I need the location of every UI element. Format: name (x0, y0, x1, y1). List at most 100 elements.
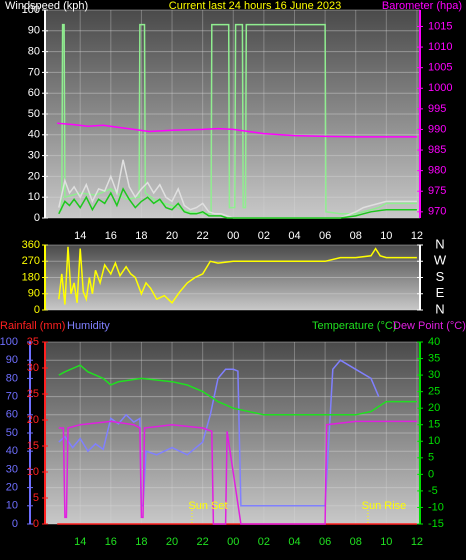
y2-tick-label: -10 (428, 501, 444, 513)
y-tick-label: 0 (34, 304, 40, 316)
y2-tick-label: 0 (428, 468, 434, 480)
y-tick-label: 0 (12, 518, 18, 530)
y2-tick-label: 25 (428, 386, 440, 398)
legend-entry: Temperature (°C) (312, 320, 396, 332)
x-tick-label: 10 (380, 536, 392, 548)
legend-entry: Dew Point (°C) (393, 320, 466, 332)
y2-tick-label: 980 (428, 165, 446, 177)
y3-tick-label: 10 (27, 466, 39, 478)
legend-entry: Humidity (67, 320, 110, 332)
series-line (57, 122, 417, 138)
y-tick-label: 90 (6, 354, 18, 366)
x-tick-label: 04 (288, 536, 300, 548)
y2-tick-label: E (436, 285, 445, 300)
y2-tick-label: 1000 (428, 82, 452, 94)
y2-tick-label: 985 (428, 144, 446, 156)
series-line (58, 187, 417, 219)
x-tick-label: 14 (74, 536, 86, 548)
series-line (58, 364, 417, 416)
y3-tick-label: 5 (33, 492, 39, 504)
x-tick-label: 06 (319, 536, 331, 548)
x-tick-label: 12 (411, 230, 423, 242)
y2-tick-label: 995 (428, 103, 446, 115)
annotation: Sun Set (188, 500, 227, 512)
x-tick-label: 16 (105, 536, 117, 548)
x-tick-label: 20 (166, 230, 178, 242)
y3-tick-label: 0 (33, 518, 39, 530)
x-tick-label: 06 (319, 230, 331, 242)
y2-tick-label: 990 (428, 123, 446, 135)
y-tick-label: 50 (28, 108, 40, 120)
y-tick-label: 10 (28, 191, 40, 203)
y3-tick-label: 35 (27, 336, 39, 348)
legend-entry: Barometer (hpa) (382, 0, 462, 12)
x-tick-label: 00 (227, 536, 239, 548)
y2-tick-label: 975 (428, 185, 446, 197)
legend-entry: Rainfall (mm) (0, 320, 65, 332)
x-tick-label: 02 (258, 536, 270, 548)
y2-tick-label: 15 (428, 419, 440, 431)
y3-tick-label: 25 (27, 388, 39, 400)
y2-tick-label: 1010 (428, 41, 452, 53)
y2-tick-label: 5 (428, 452, 434, 464)
plots: 0102030405060708090100970975980985990995… (0, 4, 452, 548)
y-tick-label: 100 (22, 4, 40, 16)
y-tick-label: 0 (34, 212, 40, 224)
x-tick-label: 14 (74, 230, 86, 242)
y2-tick-label: W (434, 253, 447, 268)
x-tick-label: 04 (288, 230, 300, 242)
y-tick-label: 90 (28, 288, 40, 300)
y-tick-label: 60 (28, 87, 40, 99)
x-tick-label: 18 (135, 536, 147, 548)
y-tick-label: 70 (28, 66, 40, 78)
y-tick-label: 360 (22, 239, 40, 251)
y-tick-label: 10 (6, 500, 18, 512)
x-tick-label: 18 (135, 230, 147, 242)
y3-tick-label: 20 (27, 414, 39, 426)
y-tick-label: 80 (6, 372, 18, 384)
annotation: Sun Rise (362, 500, 407, 512)
y2-tick-label: S (436, 269, 445, 284)
y-tick-label: 100 (0, 336, 18, 348)
y2-tick-label: -15 (428, 518, 444, 530)
y2-tick-label: 1005 (428, 62, 452, 74)
chart-title: Current last 24 hours 16 June 2023 (169, 0, 341, 12)
y2-tick-label: -5 (428, 485, 438, 497)
y-tick-label: 90 (28, 25, 40, 37)
y2-tick-label: N (435, 236, 444, 251)
series-line (58, 246, 417, 305)
y-tick-label: 40 (6, 445, 18, 457)
y-tick-label: 30 (6, 463, 18, 475)
x-tick-label: 08 (350, 536, 362, 548)
y2-tick-label: 30 (428, 369, 440, 381)
y-tick-label: 30 (28, 150, 40, 162)
y2-tick-label: N (435, 301, 444, 316)
y-tick-label: 80 (28, 46, 40, 58)
y-axis-title: Windspeed (kph) (5, 0, 88, 12)
y-tick-label: 70 (6, 391, 18, 403)
y2-tick-label: 20 (428, 402, 440, 414)
x-tick-label: 10 (380, 230, 392, 242)
x-tick-label: 20 (166, 536, 178, 548)
plot-area (45, 245, 420, 310)
y-tick-label: 40 (28, 129, 40, 141)
y2-tick-label: 10 (428, 435, 440, 447)
x-tick-label: 16 (105, 230, 117, 242)
series-line (58, 420, 417, 525)
x-tick-label: 00 (227, 230, 239, 242)
x-tick-label: 22 (197, 536, 209, 548)
y2-tick-label: 970 (428, 206, 446, 218)
y3-tick-label: 15 (27, 440, 39, 452)
y3-tick-label: 30 (27, 362, 39, 374)
y-tick-label: 60 (6, 409, 18, 421)
x-tick-label: 02 (258, 230, 270, 242)
y-tick-label: 180 (22, 271, 40, 283)
x-tick-label: 08 (350, 230, 362, 242)
x-tick-label: 12 (411, 536, 423, 548)
y2-tick-label: 40 (428, 336, 440, 348)
y2-tick-label: 1015 (428, 20, 452, 32)
y-tick-label: 20 (6, 482, 18, 494)
y-tick-label: 270 (22, 255, 40, 267)
series-line (58, 23, 417, 215)
